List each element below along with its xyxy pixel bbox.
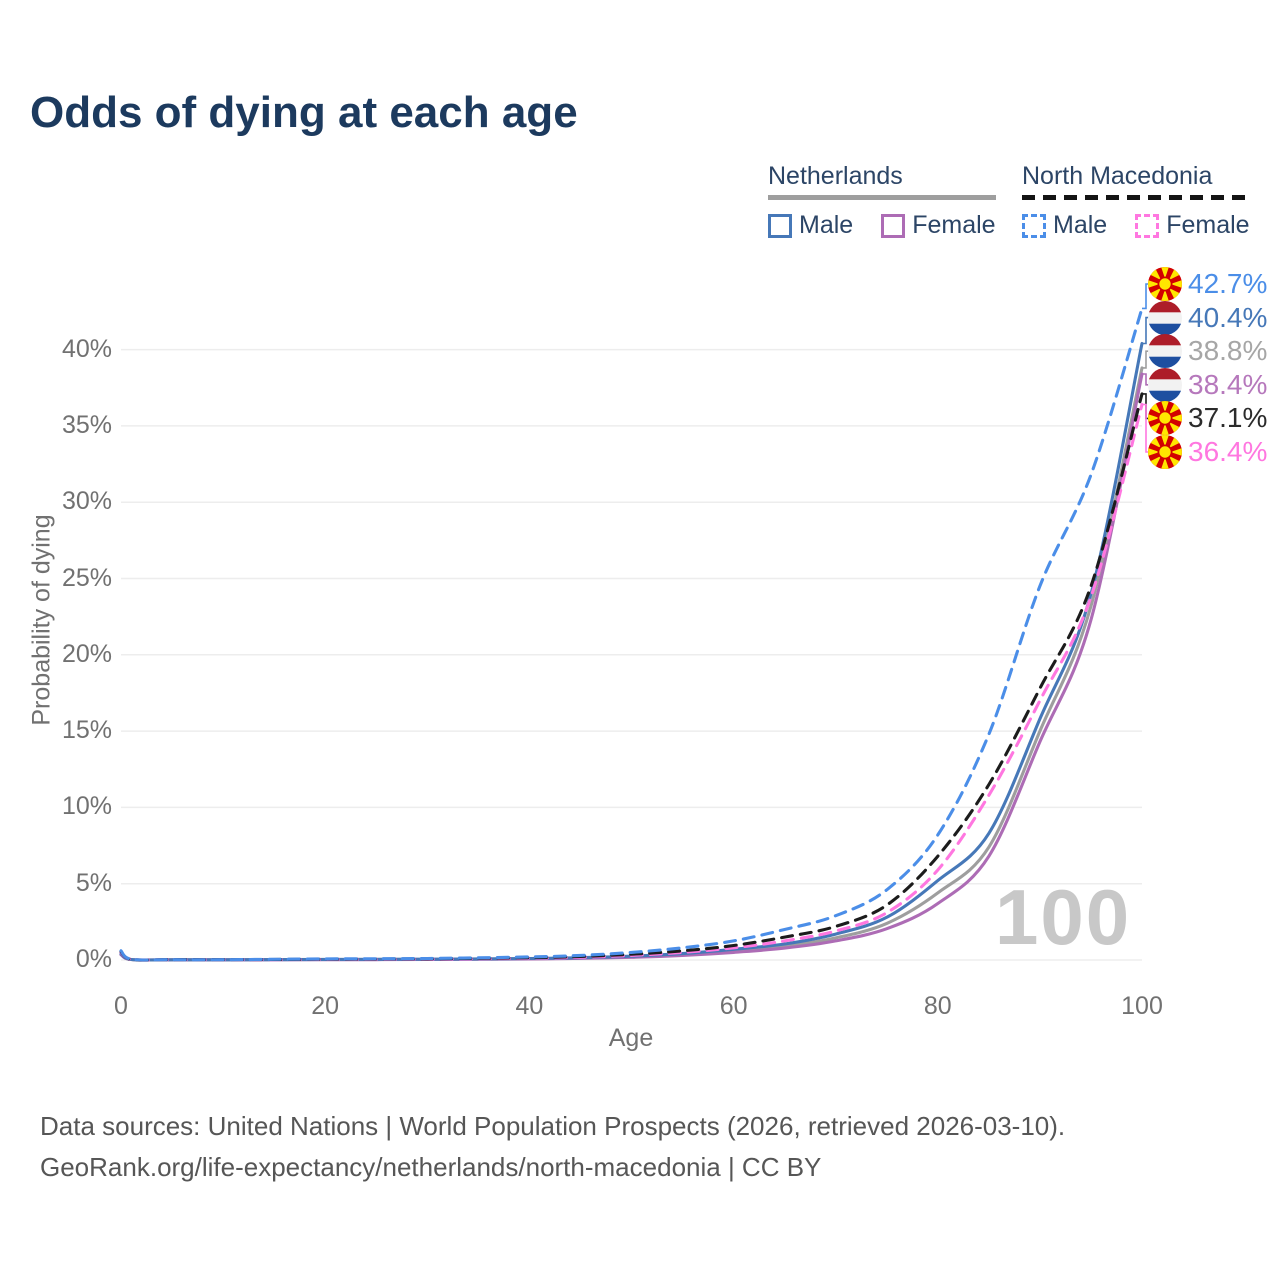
end-value-label: 42.7% (1188, 268, 1268, 299)
north-macedonia-flag-icon (1148, 267, 1182, 301)
north-macedonia-flag-icon (1148, 401, 1182, 435)
footer-data-sources: Data sources: United Nations | World Pop… (40, 1111, 1066, 1141)
series-line-north-macedonia-both-sexes[interactable] (119, 392, 1144, 962)
footer-attribution-link[interactable]: GeoRank.org/life-expectancy/netherlands/… (40, 1152, 822, 1182)
end-label-netherlands-female: 38.4% (1148, 368, 1267, 402)
footer: Data sources: United Nations | World Pop… (40, 1106, 1065, 1188)
x-tick-label: 40 (515, 992, 544, 1020)
end-value-label: 36.4% (1188, 436, 1268, 467)
legend-country-netherlands: Netherlands (768, 162, 903, 190)
legend-label: Female (912, 211, 996, 239)
legend-toggle-north-macedonia-female[interactable]: Female (1135, 211, 1250, 240)
legend-country-north-macedonia: North Macedonia (1022, 162, 1213, 190)
y-axis-title: Probability of dying (27, 514, 56, 726)
hover-age-watermark: 100 (995, 873, 1132, 961)
checkbox-netherlands-female[interactable] (881, 213, 906, 238)
end-value-label: 38.8% (1188, 335, 1268, 367)
y-tick-label: 15% (61, 716, 112, 745)
end-value-label: 37.1% (1188, 402, 1268, 434)
netherlands-flag-icon (1148, 334, 1182, 368)
legend-underline-north-macedonia (1022, 195, 1250, 200)
x-tick-label: 60 (719, 992, 748, 1020)
x-tick-label: 80 (923, 992, 952, 1020)
page-title: Odds of dying at each age (30, 88, 578, 137)
netherlands-flag-icon (1148, 368, 1182, 402)
legend-label: Male (799, 211, 854, 239)
y-tick-label: 5% (75, 868, 112, 897)
checkbox-north-macedonia-male[interactable] (1022, 213, 1046, 238)
north-macedonia-flag-icon (1148, 435, 1182, 469)
checkbox-north-macedonia-female[interactable] (1135, 213, 1160, 238)
series-line-netherlands-female[interactable] (119, 372, 1144, 962)
series-line-netherlands-male[interactable] (119, 341, 1144, 962)
y-tick-label: 40% (61, 334, 112, 363)
series-line-north-macedonia-female[interactable] (119, 402, 1144, 962)
end-label-north-macedonia-female: 36.4% (1148, 435, 1267, 469)
leader-line (1142, 350, 1150, 369)
y-tick-label: 25% (61, 563, 112, 592)
legend-group-netherlands: Netherlands Male Female (768, 162, 996, 240)
legend-toggle-netherlands-male[interactable]: Male (768, 211, 853, 240)
end-label-netherlands-both-sexes: 38.8% (1148, 334, 1267, 368)
legend-group-north-macedonia: North Macedonia Male Female (1022, 162, 1250, 240)
legend-label: Female (1166, 211, 1250, 239)
series-line-netherlands-both-sexes[interactable] (119, 366, 1144, 962)
end-value-label: 40.4% (1188, 301, 1268, 333)
legend-label: Male (1053, 211, 1108, 239)
legend-underline-netherlands (768, 195, 996, 200)
y-tick-label: 10% (61, 792, 112, 821)
y-tick-label: 20% (61, 639, 112, 668)
end-label-netherlands-male: 40.4% (1148, 301, 1267, 335)
legend-toggle-north-macedonia-male[interactable]: Male (1022, 211, 1107, 240)
netherlands-flag-icon (1148, 301, 1182, 335)
series-line-north-macedonia-male[interactable] (119, 306, 1144, 962)
end-label-north-macedonia-male: 42.7% (1148, 267, 1267, 301)
legend-toggle-netherlands-female[interactable]: Female (881, 211, 996, 240)
y-tick-label: 35% (61, 410, 112, 439)
x-tick-label: 20 (311, 992, 340, 1020)
y-tick-label: 30% (61, 487, 112, 516)
leader-line (1142, 316, 1150, 345)
x-tick-label: 100 (1121, 992, 1163, 1020)
x-tick-label: 0 (114, 992, 128, 1020)
end-value-label: 38.4% (1188, 368, 1268, 400)
end-label-north-macedonia-both-sexes: 37.1% (1148, 401, 1267, 435)
y-tick-label: 0% (75, 945, 112, 973)
x-axis-title: Age (608, 1024, 654, 1052)
checkbox-netherlands-male[interactable] (768, 213, 792, 238)
